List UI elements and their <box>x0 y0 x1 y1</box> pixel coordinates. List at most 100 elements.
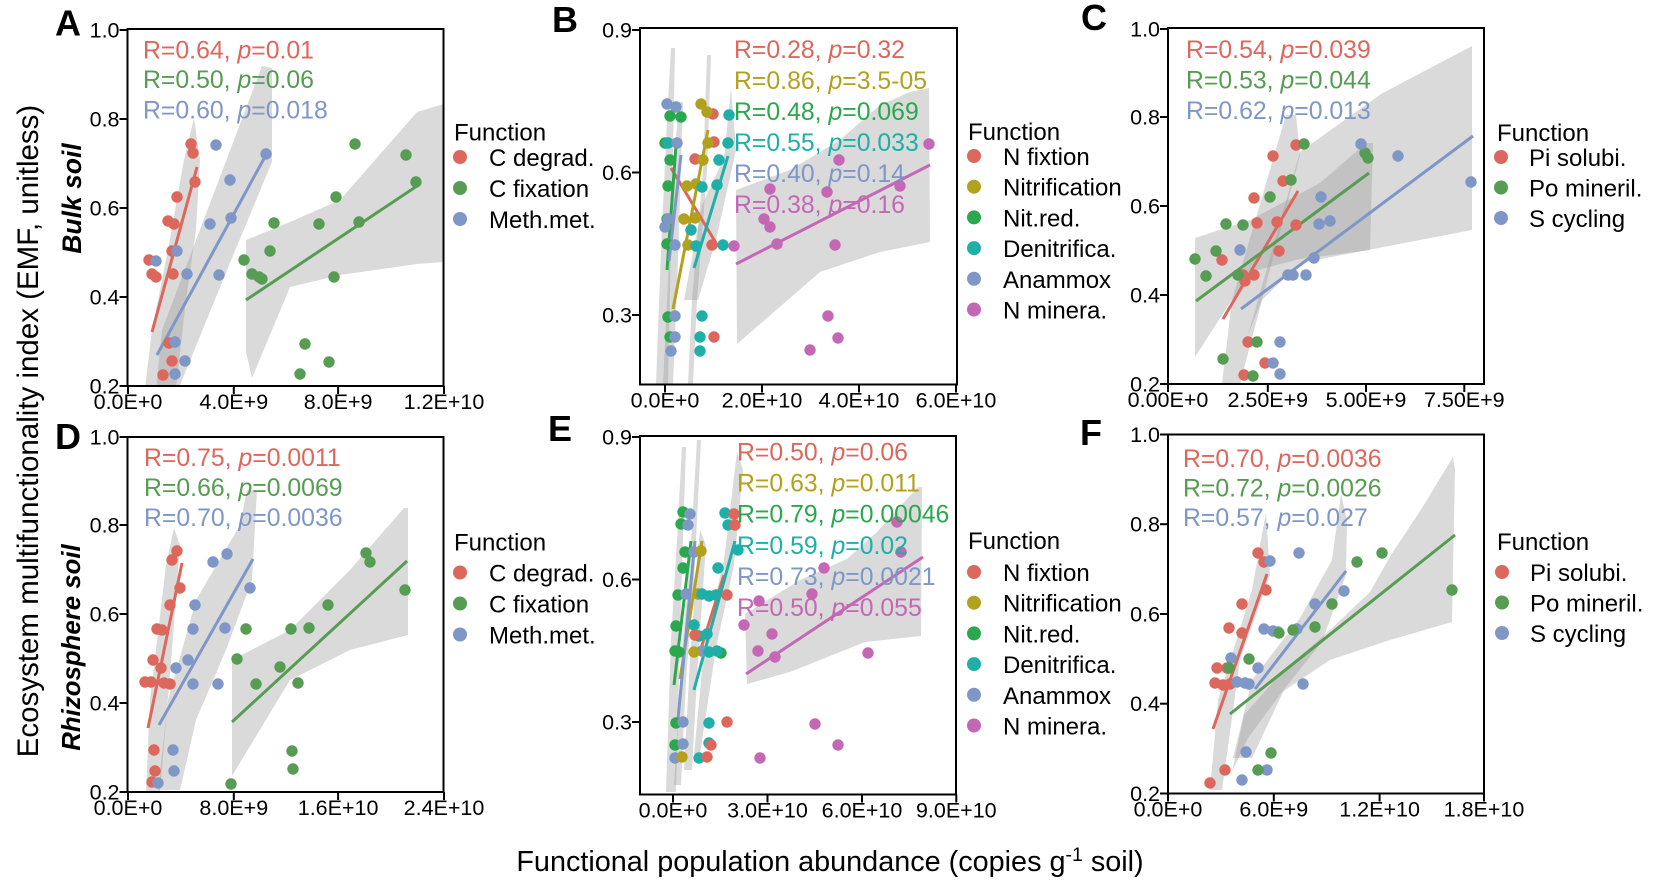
svg-text:1.8E+10: 1.8E+10 <box>1444 798 1525 822</box>
svg-text:R=0.38, p=0.16: R=0.38, p=0.16 <box>734 192 905 219</box>
svg-text:2.0E+10: 2.0E+10 <box>722 389 803 413</box>
svg-text:0.0E+0: 0.0E+0 <box>639 799 708 823</box>
svg-text:R=0.50, p=0.06: R=0.50, p=0.06 <box>737 440 908 467</box>
svg-text:Function: Function <box>454 120 546 147</box>
svg-text:2.4E+10: 2.4E+10 <box>404 796 485 820</box>
svg-text:Ecosystem multifunctionality i: Ecosystem multifunctionality index (EMF,… <box>12 105 45 758</box>
svg-text:C degrad.: C degrad. <box>489 145 594 172</box>
svg-text:N fixtion: N fixtion <box>1003 560 1090 587</box>
svg-text:R=0.79, p=0.00046: R=0.79, p=0.00046 <box>737 502 949 529</box>
svg-text:0.8: 0.8 <box>1130 513 1160 537</box>
svg-text:6.0E+10: 6.0E+10 <box>822 799 903 823</box>
svg-text:B: B <box>552 0 578 40</box>
svg-text:Denitrifica.: Denitrifica. <box>1003 652 1116 679</box>
svg-text:S cycling: S cycling <box>1529 206 1625 233</box>
svg-text:9.0E+10: 9.0E+10 <box>916 799 997 823</box>
svg-text:R=0.63, p=0.011: R=0.63, p=0.011 <box>737 471 920 498</box>
svg-text:Nitrification: Nitrification <box>1003 175 1122 202</box>
svg-text:Po mineril.: Po mineril. <box>1529 176 1642 203</box>
svg-text:C fixation: C fixation <box>489 592 589 619</box>
svg-text:0.6: 0.6 <box>602 568 632 592</box>
svg-text:Denitrifica.: Denitrifica. <box>1003 236 1116 263</box>
svg-text:Function: Function <box>454 530 546 557</box>
svg-text:0.6: 0.6 <box>1130 194 1160 218</box>
svg-text:Pi solubi.: Pi solubi. <box>1530 560 1627 587</box>
svg-text:C degrad.: C degrad. <box>489 561 594 588</box>
svg-text:6.0E+10: 6.0E+10 <box>916 389 997 413</box>
svg-text:0.0E+0: 0.0E+0 <box>94 390 163 414</box>
svg-text:1.0: 1.0 <box>1130 17 1160 41</box>
svg-text:0.2: 0.2 <box>90 374 120 398</box>
svg-text:N fixtion: N fixtion <box>1003 144 1090 171</box>
svg-text:0.8: 0.8 <box>1130 105 1160 129</box>
svg-text:Meth.met.: Meth.met. <box>489 207 596 234</box>
svg-text:7.50E+9: 7.50E+9 <box>1424 388 1505 412</box>
svg-text:R=0.62, p=0.013: R=0.62, p=0.013 <box>1186 98 1371 125</box>
svg-text:Function: Function <box>1497 120 1589 147</box>
svg-text:Nit.red.: Nit.red. <box>1003 621 1080 648</box>
svg-text:C fixation: C fixation <box>489 176 589 203</box>
svg-text:A: A <box>55 3 81 44</box>
svg-text:R=0.57, p=0.027: R=0.57, p=0.027 <box>1183 505 1368 532</box>
svg-text:0.8: 0.8 <box>90 107 120 131</box>
svg-text:4.0E+9: 4.0E+9 <box>199 390 268 414</box>
svg-text:0.4: 0.4 <box>1130 283 1160 307</box>
svg-text:0.0E+0: 0.0E+0 <box>1134 798 1203 822</box>
svg-text:0.00E+0: 0.00E+0 <box>1128 388 1209 412</box>
svg-text:1.0: 1.0 <box>90 18 120 42</box>
svg-text:Function: Function <box>1497 529 1589 556</box>
svg-text:Meth.met.: Meth.met. <box>489 623 596 650</box>
svg-text:R=0.50, p=0.055: R=0.50, p=0.055 <box>737 595 922 622</box>
svg-text:R=0.55, p=0.033: R=0.55, p=0.033 <box>734 130 919 157</box>
svg-text:F: F <box>1080 412 1102 453</box>
svg-text:0.6: 0.6 <box>1130 602 1160 626</box>
svg-text:1.0: 1.0 <box>90 425 120 449</box>
svg-text:Anammox: Anammox <box>1003 267 1111 294</box>
svg-text:N minera.: N minera. <box>1003 298 1107 325</box>
svg-text:R=0.86, p=3.5-05: R=0.86, p=3.5-05 <box>734 68 927 95</box>
svg-text:R=0.28, p=0.32: R=0.28, p=0.32 <box>734 37 905 64</box>
svg-text:R=0.66, p=0.0069: R=0.66, p=0.0069 <box>144 475 343 502</box>
svg-text:R=0.59, p=0.02: R=0.59, p=0.02 <box>737 533 908 560</box>
svg-text:R=0.50, p=0.06: R=0.50, p=0.06 <box>143 67 314 94</box>
svg-text:0.6: 0.6 <box>90 602 120 626</box>
svg-text:3.0E+10: 3.0E+10 <box>727 799 808 823</box>
svg-text:Pi solubi.: Pi solubi. <box>1529 145 1626 172</box>
svg-text:0.2: 0.2 <box>1130 372 1160 396</box>
svg-text:D: D <box>55 416 81 457</box>
svg-text:1.2E+10: 1.2E+10 <box>1339 798 1420 822</box>
svg-text:S cycling: S cycling <box>1530 621 1626 648</box>
svg-text:0.8: 0.8 <box>90 513 120 537</box>
svg-text:R=0.54, p=0.039: R=0.54, p=0.039 <box>1186 37 1371 64</box>
svg-text:1.6E+10: 1.6E+10 <box>298 796 379 820</box>
svg-text:8.0E+9: 8.0E+9 <box>199 796 268 820</box>
svg-text:Rhizosphere soil: Rhizosphere soil <box>58 543 86 750</box>
svg-text:0.9: 0.9 <box>602 18 632 42</box>
svg-text:0.6: 0.6 <box>602 161 632 185</box>
svg-text:C: C <box>1081 0 1107 38</box>
svg-text:0.6: 0.6 <box>90 196 120 220</box>
svg-text:Bulk soil: Bulk soil <box>57 143 87 254</box>
svg-text:R=0.48, p=0.069: R=0.48, p=0.069 <box>734 99 919 126</box>
svg-text:4.0E+10: 4.0E+10 <box>819 389 900 413</box>
svg-text:1.0: 1.0 <box>1130 423 1160 447</box>
svg-text:Anammox: Anammox <box>1003 683 1111 710</box>
svg-text:E: E <box>548 408 572 449</box>
svg-text:2.50E+9: 2.50E+9 <box>1227 388 1308 412</box>
svg-text:0.9: 0.9 <box>602 425 632 449</box>
svg-text:1.2E+10: 1.2E+10 <box>404 390 485 414</box>
svg-text:5.00E+9: 5.00E+9 <box>1326 388 1407 412</box>
svg-text:Nitrification: Nitrification <box>1003 591 1122 618</box>
svg-text:0.4: 0.4 <box>1130 692 1160 716</box>
svg-text:0.4: 0.4 <box>90 691 120 715</box>
svg-text:Nit.red.: Nit.red. <box>1003 205 1080 232</box>
svg-text:0.4: 0.4 <box>90 285 120 309</box>
svg-text:0.0E+0: 0.0E+0 <box>94 796 163 820</box>
svg-text:Functional population abundanc: Functional population abundance (copies … <box>516 844 1143 878</box>
svg-text:8.0E+9: 8.0E+9 <box>304 390 373 414</box>
svg-text:R=0.40, p=0.14: R=0.40, p=0.14 <box>734 161 905 188</box>
svg-text:R=0.64, p=0.01: R=0.64, p=0.01 <box>143 38 314 65</box>
svg-text:0.3: 0.3 <box>602 303 632 327</box>
svg-text:0.2: 0.2 <box>1130 782 1160 806</box>
svg-text:0.3: 0.3 <box>602 710 632 734</box>
